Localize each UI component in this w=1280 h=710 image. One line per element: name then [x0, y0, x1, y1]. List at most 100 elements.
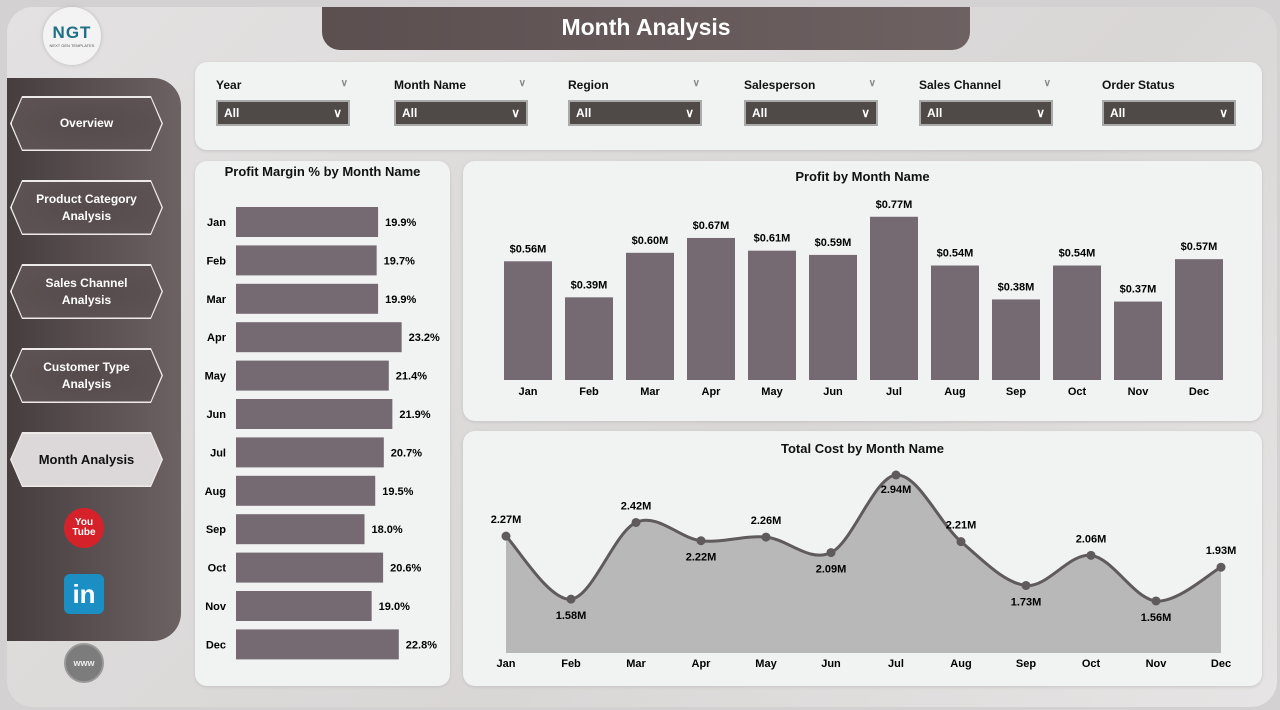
filter-dropdown[interactable]: All ∨ [744, 100, 878, 126]
chevron-down-icon: ∨ [1036, 106, 1045, 120]
tick-label: Sep [206, 524, 226, 536]
bar [1175, 259, 1223, 380]
data-point [956, 537, 966, 547]
chevron-down-icon: ∨ [511, 106, 520, 120]
data-label: 1.73M [1011, 596, 1042, 608]
total-cost-chart: 2.27M Jan 1.58M Feb 2.42M Mar 2.22M Apr 2.26M May… [491, 470, 1237, 670]
chevron-down-icon: ∨ [333, 106, 342, 120]
tick-label: Mar [206, 294, 226, 306]
filter-sales-channel: Sales Channel ∨ All ∨ [919, 78, 1053, 126]
tick-label: Nov [205, 601, 227, 613]
data-label: $0.61M [754, 233, 791, 245]
bar [236, 245, 377, 276]
data-label: $0.57M [1181, 241, 1218, 253]
tick-label: Nov [1128, 386, 1150, 398]
bar [565, 297, 613, 380]
nav-month-analysis[interactable]: Month Analysis [10, 432, 163, 487]
tick-label: May [761, 386, 783, 398]
bar [236, 629, 399, 660]
data-label: 21.4% [396, 371, 427, 383]
data-point [761, 532, 771, 542]
bar [236, 207, 379, 237]
tick-label: Oct [1068, 386, 1087, 398]
filter-dropdown[interactable]: All ∨ [394, 100, 528, 126]
data-label: 1.58M [556, 610, 587, 622]
nav-overview[interactable]: Overview [10, 96, 163, 151]
tick-label: Feb [561, 658, 581, 670]
bar [809, 254, 857, 380]
bar [236, 475, 376, 506]
tick-label: Jul [886, 386, 902, 398]
data-label: $0.38M [998, 281, 1035, 293]
data-label: 2.22M [686, 552, 717, 564]
tick-label: Feb [206, 255, 226, 267]
linkedin-icon[interactable]: in [64, 574, 104, 614]
chevron-down-icon[interactable]: ∨ [868, 78, 876, 89]
chevron-down-icon[interactable]: ∨ [1043, 78, 1051, 89]
tick-label: Nov [1146, 658, 1168, 670]
data-label: $0.67M [693, 220, 730, 232]
chart-title: Total Cost by Month Name [781, 441, 944, 456]
filter-dropdown[interactable]: All ∨ [568, 100, 702, 126]
bar [1053, 265, 1101, 380]
tick-label: Apr [207, 332, 227, 344]
bar [931, 265, 979, 380]
nav-sales-channel-analysis[interactable]: Sales Channel Analysis [10, 264, 163, 319]
bar [236, 399, 393, 429]
tick-label: Dec [1189, 386, 1209, 398]
bar [236, 283, 379, 314]
data-point [631, 517, 641, 527]
tick-label: Jul [210, 447, 226, 459]
data-label: 2.26M [751, 515, 782, 527]
bar [236, 437, 384, 468]
tick-label: Sep [1016, 658, 1036, 670]
chevron-down-icon[interactable]: ∨ [518, 78, 526, 89]
tick-label: Aug [205, 486, 226, 498]
bar [1114, 301, 1162, 380]
data-label: $0.54M [1059, 248, 1096, 260]
filter-salesperson: Salesperson ∨ All ∨ [744, 78, 878, 126]
filter-dropdown[interactable]: All ∨ [216, 100, 350, 126]
data-point [696, 536, 706, 546]
data-label: 1.93M [1206, 545, 1237, 557]
data-point [826, 548, 836, 558]
data-label: $0.56M [510, 243, 547, 255]
tick-label: Apr [702, 386, 722, 398]
data-label: 19.9% [385, 217, 416, 229]
nav-product-category-analysis[interactable]: Product Category Analysis [10, 180, 163, 235]
filter-dropdown[interactable]: All ∨ [1102, 100, 1236, 126]
chevron-down-icon: ∨ [685, 106, 694, 120]
tick-label: May [205, 371, 227, 383]
data-point [1151, 596, 1161, 606]
data-label: $0.60M [632, 235, 669, 247]
data-label: 21.9% [399, 409, 430, 421]
chart-title: Profit by Month Name [795, 169, 930, 184]
tick-label: Jun [821, 658, 841, 670]
tick-label: Feb [579, 386, 599, 398]
data-label: 2.27M [491, 514, 522, 526]
tick-label: Jan [497, 658, 516, 670]
filter-dropdown[interactable]: All ∨ [919, 100, 1053, 126]
data-label: 19.0% [379, 601, 410, 613]
chevron-down-icon[interactable]: ∨ [340, 78, 348, 89]
profit-margin-chart: Jan 19.9% Feb 19.7% Mar 19.9% Apr 23.2% May 21.4%… [205, 207, 440, 660]
nav-customer-type-analysis[interactable]: Customer Type Analysis [10, 348, 163, 403]
bar [236, 552, 384, 583]
tick-label: Jun [206, 409, 226, 421]
tick-label: Jan [207, 217, 226, 229]
data-label: $0.37M [1120, 284, 1157, 296]
tick-label: Aug [944, 386, 965, 398]
bar [504, 261, 552, 380]
bar [236, 322, 402, 353]
tick-label: Mar [626, 658, 646, 670]
data-label: 2.09M [816, 564, 847, 576]
data-label: 18.0% [372, 524, 403, 536]
website-icon[interactable]: www [64, 643, 104, 683]
data-label: 2.94M [881, 484, 912, 496]
youtube-icon[interactable]: You Tube [64, 508, 104, 548]
data-point [1216, 562, 1226, 572]
tick-label: Dec [206, 639, 226, 651]
data-label: $0.59M [815, 237, 852, 249]
chevron-down-icon[interactable]: ∨ [692, 78, 700, 89]
data-label: 1.56M [1141, 612, 1172, 624]
